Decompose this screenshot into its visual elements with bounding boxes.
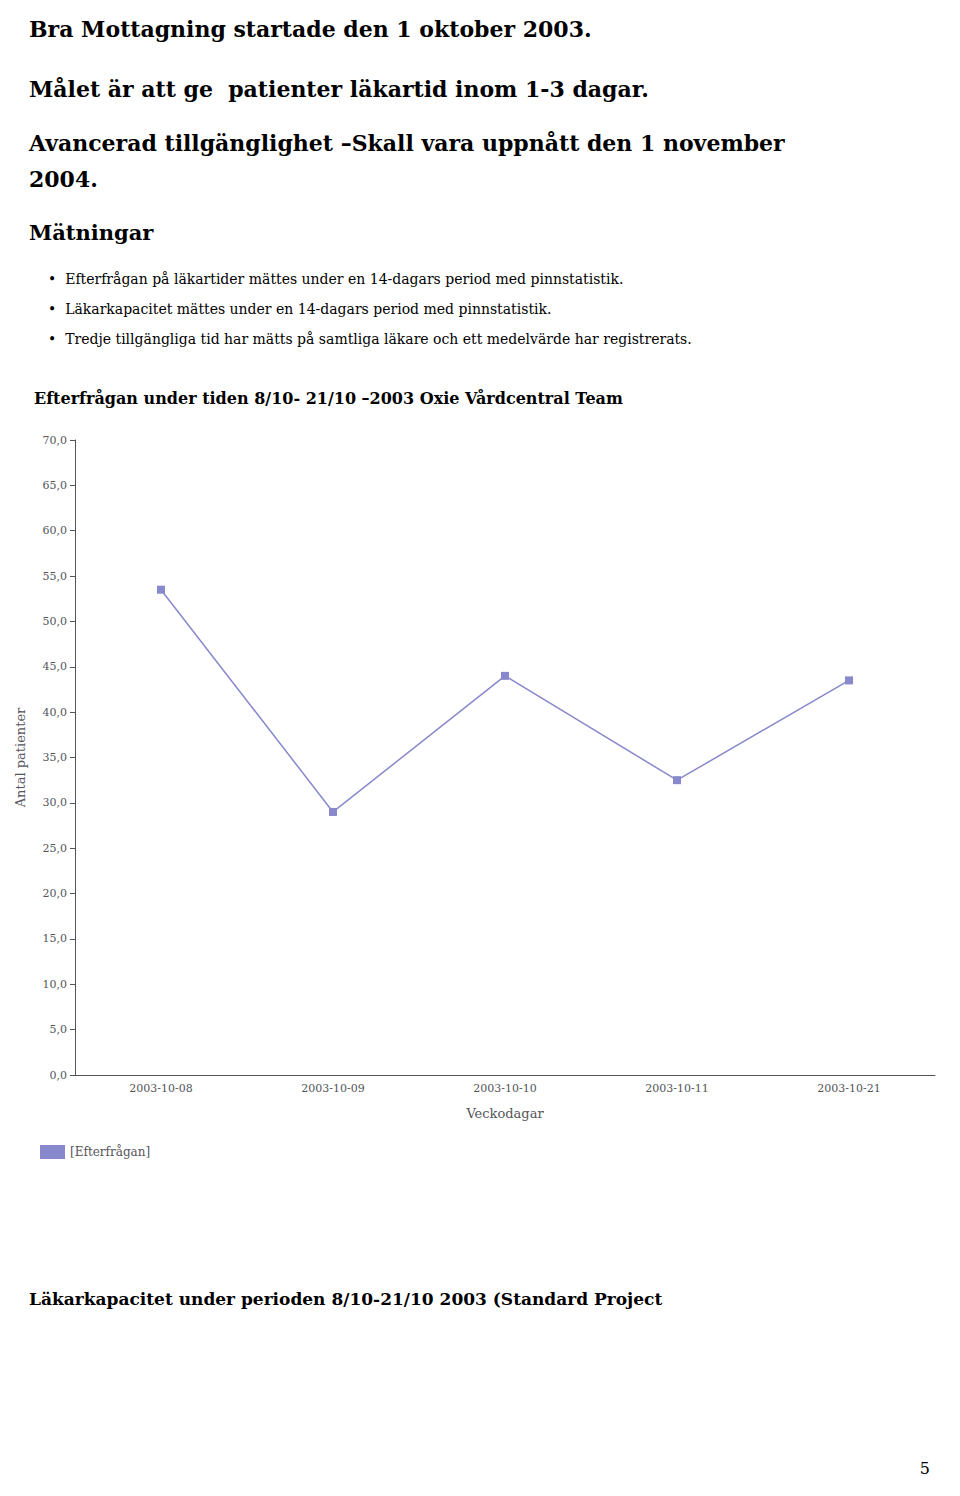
svg-text:• Efterfrågan på läkartider m: • Efterfrågan på läkartider mättes under… xyxy=(48,271,623,287)
svg-text:50,0: 50,0 xyxy=(43,615,68,628)
svg-text:20,0: 20,0 xyxy=(43,887,68,900)
svg-text:45,0: 45,0 xyxy=(43,660,68,673)
svg-text:55,0: 55,0 xyxy=(43,570,68,583)
svg-text:Mätningar: Mätningar xyxy=(29,220,154,245)
svg-text:40,0: 40,0 xyxy=(43,706,68,719)
svg-text:Antal patienter: Antal patienter xyxy=(13,707,28,808)
svg-text:15,0: 15,0 xyxy=(43,932,68,945)
svg-text:Målet är att ge patienter läk: Målet är att ge patienter läkartid inom … xyxy=(29,76,649,102)
svg-text:• Tredje tillgängliga tid har: • Tredje tillgängliga tid har mätts på s… xyxy=(48,331,692,347)
svg-text:Veckodagar: Veckodagar xyxy=(465,1106,544,1121)
svg-text:Bra Mottagning startade den 1: Bra Mottagning startade den 1 oktober 20… xyxy=(29,16,592,42)
svg-text:2003-10-21: 2003-10-21 xyxy=(817,1082,880,1095)
svg-text:2003-10-11: 2003-10-11 xyxy=(645,1082,708,1095)
svg-text:65,0: 65,0 xyxy=(43,479,68,492)
svg-text:2004.: 2004. xyxy=(29,166,98,192)
svg-text:Läkarkapacitet under perioden: Läkarkapacitet under perioden 8/10-21/10… xyxy=(29,1289,662,1309)
svg-text:2003-10-09: 2003-10-09 xyxy=(301,1082,364,1095)
svg-text:30,0: 30,0 xyxy=(43,796,68,809)
svg-text:2003-10-08: 2003-10-08 xyxy=(129,1082,192,1095)
svg-text:35,0: 35,0 xyxy=(43,751,68,764)
svg-text:70,0: 70,0 xyxy=(43,434,68,447)
svg-text:• Läkarkapacitet mättes under: • Läkarkapacitet mättes under en 14-daga… xyxy=(48,301,551,317)
svg-text:Efterfrågan under tiden 8/10-: Efterfrågan under tiden 8/10- 21/10 –200… xyxy=(34,388,623,408)
svg-text:[Efterfrågan]: [Efterfrågan] xyxy=(70,1144,150,1159)
svg-text:Avancerad tillgänglighet –Skal: Avancerad tillgänglighet –Skall vara upp… xyxy=(28,130,785,156)
svg-text:5: 5 xyxy=(920,1459,930,1478)
svg-text:5,0: 5,0 xyxy=(50,1023,68,1036)
svg-text:60,0: 60,0 xyxy=(43,524,68,537)
svg-text:2003-10-10: 2003-10-10 xyxy=(473,1082,536,1095)
svg-text:25,0: 25,0 xyxy=(43,842,68,855)
svg-text:10,0: 10,0 xyxy=(43,978,68,991)
svg-text:0,0: 0,0 xyxy=(50,1069,68,1082)
